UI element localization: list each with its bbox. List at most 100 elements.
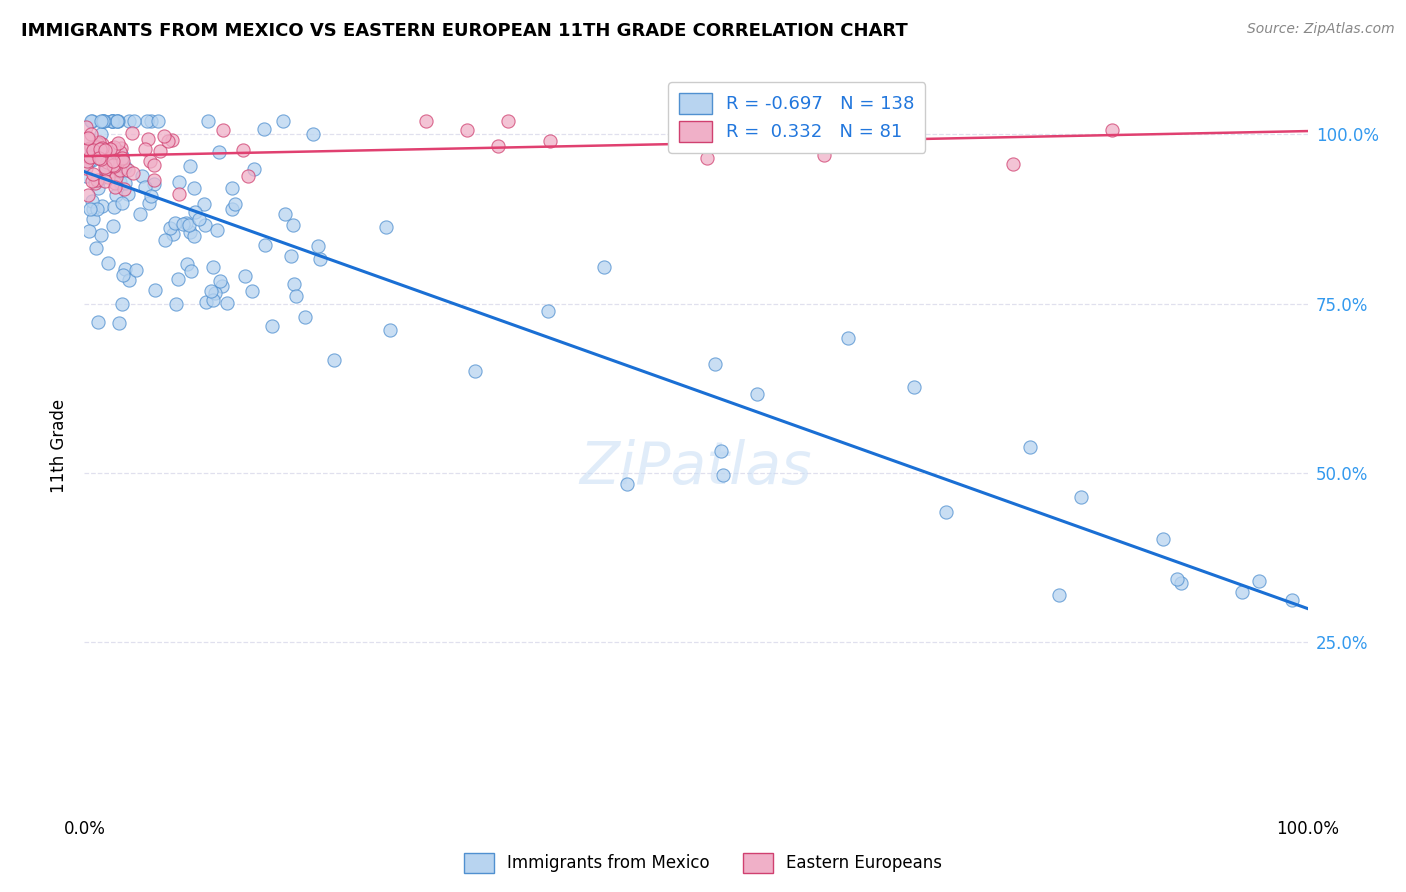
Point: [179, 159, 201, 173]
Point: [201, 260, 224, 274]
Point: [75, 120, 97, 134]
Point: [141, 114, 163, 128]
Point: [94, 160, 117, 174]
Point: [142, 177, 165, 191]
Point: [103, 154, 125, 169]
Point: [134, 180, 156, 194]
Point: [538, 134, 561, 148]
Point: [84, 241, 107, 255]
Point: [205, 223, 228, 237]
Point: [97, 169, 120, 184]
Point: [101, 141, 124, 155]
Point: [172, 217, 194, 231]
Point: [76, 130, 98, 145]
Point: [79, 150, 101, 164]
Point: [90, 114, 112, 128]
Point: [747, 387, 769, 401]
Point: [80, 114, 103, 128]
Point: [1249, 574, 1271, 588]
Point: [903, 380, 925, 394]
Point: [139, 154, 162, 169]
Point: [103, 159, 125, 173]
Legend: R = -0.697   N = 138, R =  0.332   N = 81: R = -0.697 N = 138, R = 0.332 N = 81: [668, 82, 925, 153]
Point: [193, 196, 215, 211]
Point: [696, 151, 718, 165]
Point: [76, 153, 98, 168]
Point: [593, 260, 616, 274]
Point: [233, 269, 256, 284]
Point: [111, 151, 134, 165]
Point: [84, 176, 107, 190]
Point: [94, 156, 117, 170]
Point: [1166, 572, 1188, 586]
Point: [75, 169, 97, 183]
Point: [486, 139, 509, 153]
Point: [195, 294, 218, 309]
Point: [82, 202, 104, 216]
Point: [176, 216, 198, 230]
Point: [98, 142, 121, 156]
Point: [110, 162, 132, 177]
Point: [197, 114, 219, 128]
Point: [103, 158, 125, 172]
Point: [93, 114, 115, 128]
Point: [104, 145, 127, 160]
Point: [1101, 122, 1123, 136]
Point: [90, 152, 112, 166]
Point: [122, 114, 145, 128]
Point: [75, 161, 97, 175]
Point: [117, 186, 139, 201]
Point: [302, 127, 325, 141]
Point: [271, 114, 294, 128]
Point: [253, 122, 276, 136]
Point: [86, 144, 108, 158]
Point: [91, 114, 114, 128]
Point: [108, 175, 131, 189]
Point: [145, 283, 167, 297]
Point: [202, 293, 225, 308]
Point: [82, 212, 104, 227]
Text: Source: ZipAtlas.com: Source: ZipAtlas.com: [1247, 22, 1395, 37]
Point: [1152, 532, 1174, 546]
Point: [112, 268, 135, 283]
Point: [96, 154, 118, 169]
Point: [262, 318, 284, 333]
Point: [167, 271, 190, 285]
Point: [82, 167, 104, 181]
Point: [86, 140, 108, 154]
Point: [1001, 157, 1024, 171]
Point: [273, 207, 295, 221]
Point: [94, 174, 117, 188]
Point: [537, 304, 560, 318]
Point: [97, 256, 120, 270]
Point: [105, 114, 128, 128]
Point: [80, 140, 103, 154]
Point: [141, 188, 163, 202]
Point: [77, 224, 100, 238]
Point: [86, 315, 108, 329]
Point: [307, 239, 329, 253]
Point: [110, 153, 132, 167]
Point: [96, 161, 118, 175]
Point: [91, 141, 114, 155]
Point: [375, 219, 398, 234]
Point: [91, 114, 114, 128]
Point: [138, 195, 160, 210]
Point: [294, 310, 316, 325]
Point: [100, 114, 122, 128]
Point: [232, 143, 254, 157]
Point: [80, 194, 103, 208]
Point: [194, 219, 217, 233]
Point: [616, 476, 638, 491]
Point: [104, 169, 127, 184]
Point: [91, 147, 114, 161]
Point: [136, 114, 159, 128]
Point: [89, 151, 111, 165]
Point: [117, 163, 139, 178]
Point: [254, 238, 277, 252]
Point: [87, 135, 110, 149]
Point: [180, 264, 202, 278]
Point: [142, 172, 165, 186]
Point: [464, 364, 486, 378]
Point: [108, 145, 131, 159]
